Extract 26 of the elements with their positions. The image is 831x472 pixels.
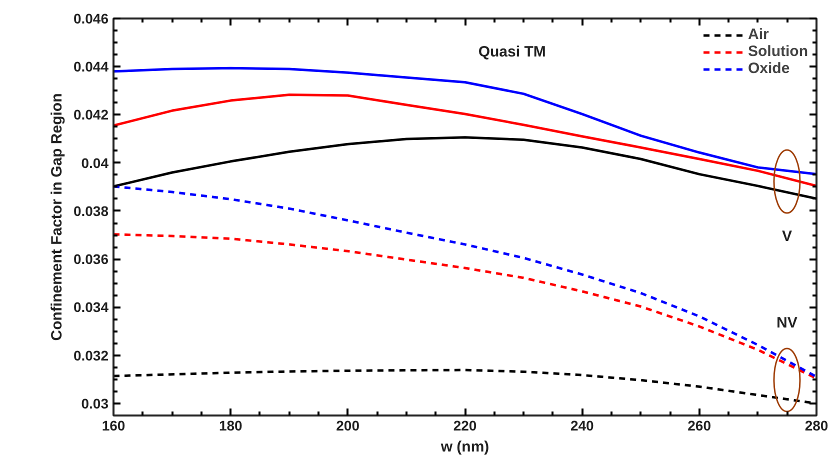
y-tick-label: 0.042 — [73, 106, 109, 123]
x-axis-title: w (nm) — [440, 438, 490, 456]
y-tick-label: 0.046 — [73, 10, 109, 26]
x-tick-label: 200 — [336, 418, 360, 434]
x-tick-label: 240 — [570, 418, 594, 434]
legend-label: Solution — [748, 43, 808, 60]
x-tick-label: 180 — [218, 418, 243, 434]
y-tick-label: 0.04 — [81, 154, 109, 171]
y-tick-label: 0.038 — [73, 202, 109, 219]
y-axis-title: Confinement Factor in Gap Region — [48, 93, 66, 341]
x-tick-label: 280 — [804, 418, 828, 434]
y-tick-label: 0.034 — [73, 299, 109, 316]
annotation: NV — [776, 314, 798, 332]
y-tick-label: 0.036 — [73, 251, 109, 268]
x-tick-label: 160 — [102, 418, 126, 434]
x-tick-label: 220 — [453, 418, 477, 434]
x-tick-label: 260 — [688, 418, 712, 434]
line-series — [114, 94, 816, 188]
legend-label: Air — [748, 26, 769, 43]
y-tick-label: 0.032 — [73, 347, 109, 364]
legend-label: Oxide — [748, 60, 790, 77]
y-tick-label: 0.03 — [81, 395, 109, 412]
line-series — [114, 185, 816, 378]
y-tick-label: 0.044 — [73, 58, 109, 75]
annotation: Quasi TM — [478, 44, 546, 61]
annotation: V — [782, 228, 792, 246]
